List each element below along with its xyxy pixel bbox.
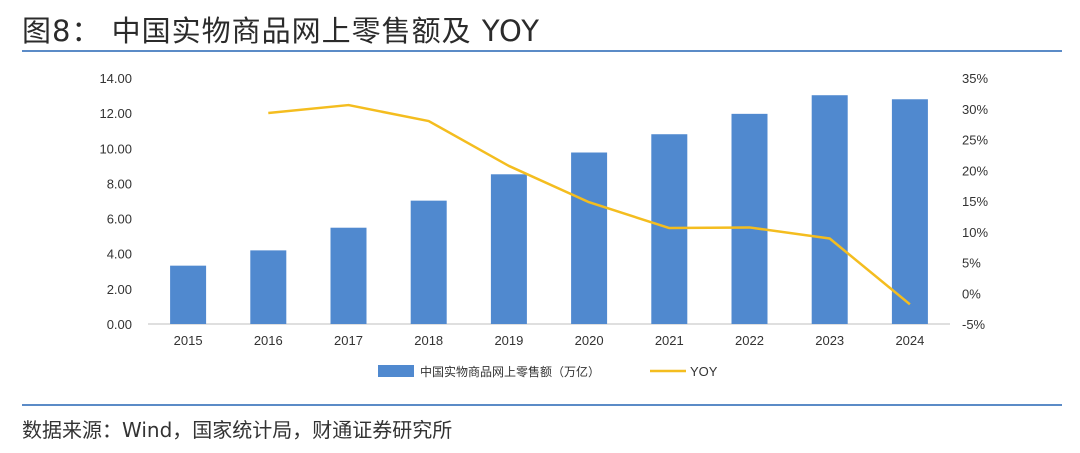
y2-tick-label: 20% [962,163,988,178]
y-tick-label: 10.00 [99,141,132,156]
chart-title: 图8： 中国实物商品网上零售额及 YOY [22,14,540,48]
x-tick-label: 2024 [895,333,924,348]
y-tick-label: 6.00 [107,212,132,227]
y2-tick-label: 25% [962,133,988,148]
legend-label-line: YOY [690,364,718,379]
x-tick-label: 2019 [494,333,523,348]
legend-swatch-bar [378,365,414,377]
x-tick-label: 2021 [655,333,684,348]
x-tick-label: 2017 [334,333,363,348]
y2-tick-label: 35% [962,71,988,86]
bar [330,227,367,324]
x-tick-label: 2022 [735,333,764,348]
footer-divider [22,404,1062,406]
y-tick-label: 4.00 [107,247,132,262]
bar [170,265,207,324]
bar [811,95,848,324]
y-tick-label: 14.00 [99,71,132,86]
y-tick-label: 12.00 [99,106,132,121]
x-tick-label: 2020 [575,333,604,348]
y2-tick-label: 5% [962,256,981,271]
x-tick-label: 2023 [815,333,844,348]
y-tick-label: 2.00 [107,282,132,297]
title-divider [22,50,1062,52]
y2-tick-label: 0% [962,286,981,301]
y2-tick-label: 15% [962,194,988,209]
bar [250,250,287,324]
y2-tick-label: 30% [962,102,988,117]
y2-tick-label: -5% [962,317,986,332]
x-tick-label: 2016 [254,333,283,348]
combo-chart: 0.00 2.00 4.00 6.00 8.00 10.00 12.00 14.00 -5% 0%… [99,71,988,379]
bar [731,113,768,325]
y-tick-label: 8.00 [107,176,132,191]
x-tick-label: 2018 [414,333,443,348]
y-tick-label: 0.00 [107,317,132,332]
bar [410,200,447,324]
source-note: 数据来源：Wind，国家统计局，财通证券研究所 [22,418,453,442]
y2-tick-label: 10% [962,225,988,240]
bar [571,152,608,324]
bar [490,174,527,324]
bar [891,99,928,324]
x-tick-label: 2015 [174,333,203,348]
legend-label-bar: 中国实物商品网上零售额（万亿） [420,364,600,379]
